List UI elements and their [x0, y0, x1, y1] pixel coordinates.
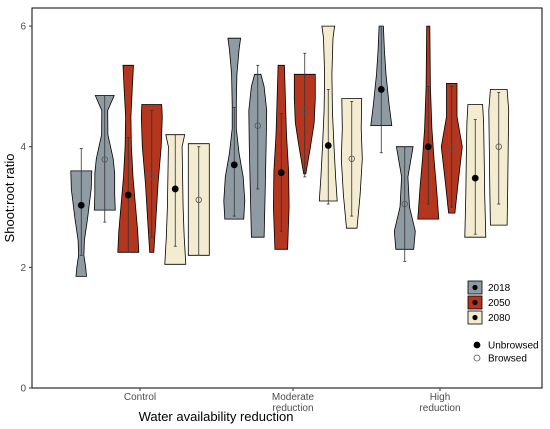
violin-2018-browsed	[248, 64, 268, 238]
legend-label: Unbrowsed	[488, 341, 539, 352]
mean-point-unbrowsed	[230, 161, 238, 169]
violin-2018-unbrowsed	[70, 148, 93, 277]
y-axis-title: Shoot:root ratio	[2, 154, 17, 243]
mean-point-unbrowsed	[124, 191, 132, 199]
mean-point-unbrowsed	[171, 185, 179, 193]
legend-label: 2018	[488, 283, 511, 294]
legend-label: 2050	[488, 298, 511, 309]
mean-point-unbrowsed	[77, 201, 85, 209]
y-tick-label: 0	[20, 384, 26, 395]
mean-point-browsed	[448, 144, 455, 152]
legend-item-2080: 2080	[467, 310, 511, 325]
violin-2018-browsed	[93, 95, 116, 223]
mean-point-unbrowsed	[277, 169, 285, 177]
legend-swatch-point	[472, 314, 478, 321]
violin-2080-browsed	[488, 89, 510, 226]
violin-2080-browsed	[187, 143, 210, 256]
violin-2080-unbrowsed	[164, 134, 187, 265]
violin-2018-browsed	[393, 146, 416, 262]
x-tick-label: Moderate reduction	[272, 392, 315, 414]
legend-swatch-point	[472, 299, 478, 306]
legend-item-unbrowsed: Unbrowsed	[473, 341, 539, 352]
mean-point-browsed	[301, 107, 308, 114]
violin-2080-unbrowsed	[464, 104, 487, 238]
legend-swatch-point	[472, 284, 478, 291]
mean-point-unbrowsed	[377, 86, 385, 93]
mean-point-unbrowsed	[471, 174, 479, 182]
mean-point-unbrowsed	[324, 142, 332, 149]
mean-point-browsed	[348, 155, 355, 162]
violin-2050-browsed	[140, 104, 163, 253]
violin-2050-unbrowsed	[117, 64, 140, 253]
legend-point	[473, 341, 481, 349]
violin-series	[70, 25, 510, 277]
mean-point-browsed	[101, 156, 108, 163]
y-tick-label: 6	[20, 22, 26, 33]
mean-point-browsed	[195, 196, 202, 204]
x-axis: Control Moderate reduction High reduction	[124, 388, 461, 414]
x-axis-title: Water availability reduction	[139, 409, 294, 424]
violin-2080-browsed	[340, 98, 363, 229]
legend-item-browsed: Browsed	[473, 354, 527, 365]
legend-item-2050: 2050	[467, 295, 511, 310]
violin-2050-unbrowsed	[417, 25, 440, 220]
violin-2050-browsed	[440, 83, 463, 214]
y-tick-label: 4	[20, 142, 26, 153]
mean-point-browsed	[148, 173, 155, 181]
y-axis: 0 2 4 6	[20, 22, 32, 395]
y-tick-label: 2	[20, 263, 26, 274]
mean-point-browsed	[495, 143, 502, 150]
violin-2018-unbrowsed	[370, 25, 393, 154]
legend-label: 2080	[488, 313, 511, 324]
x-tick-label: High reduction	[419, 392, 460, 414]
legend-point	[473, 354, 481, 362]
mean-point-browsed	[254, 122, 261, 129]
mean-point-browsed	[401, 200, 408, 208]
x-tick-label: Control	[124, 392, 156, 403]
legend: 2018 2050 2080 Unbrowsed Browsed	[467, 280, 539, 365]
violin-2050-unbrowsed	[272, 64, 290, 250]
violin-2080-unbrowsed	[318, 25, 338, 205]
violin-2050-browsed	[293, 52, 316, 178]
violin-2018-unbrowsed	[223, 37, 246, 220]
legend-label: Browsed	[488, 354, 527, 365]
mean-point-unbrowsed	[424, 143, 432, 151]
legend-item-2018: 2018	[467, 280, 511, 295]
